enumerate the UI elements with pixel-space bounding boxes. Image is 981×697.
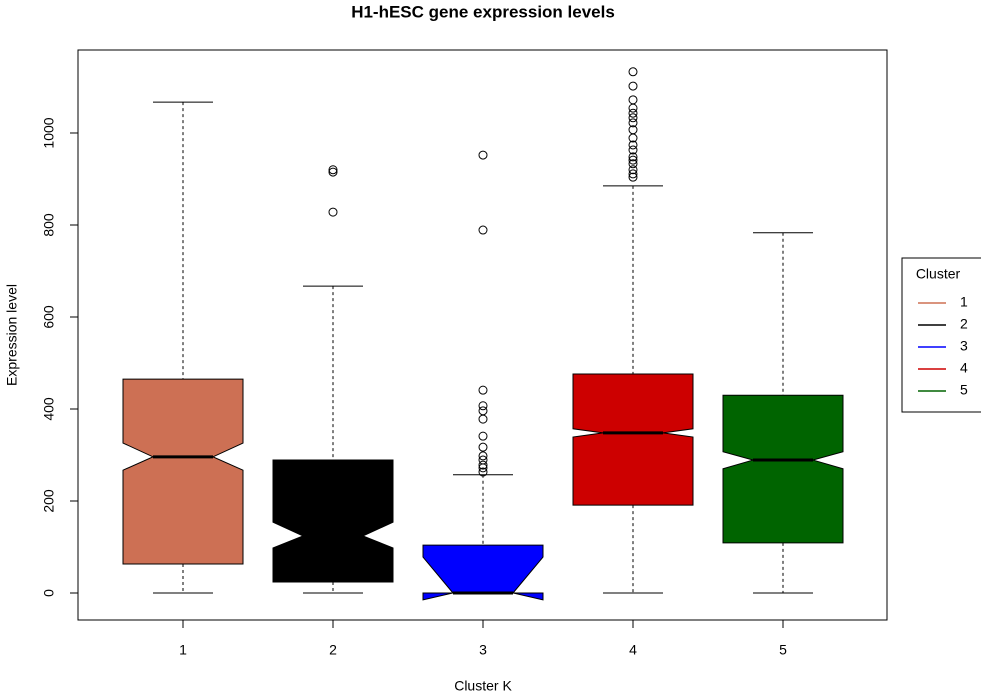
outlier: [478, 225, 488, 235]
outlier: [628, 118, 638, 128]
outlier: [478, 431, 488, 441]
outlier: [628, 169, 638, 179]
outlier: [628, 140, 638, 150]
x-tick-label: 5: [779, 642, 787, 658]
legend-label: 4: [960, 360, 968, 376]
outlier: [628, 103, 638, 113]
box: [572, 373, 694, 506]
outlier: [628, 67, 638, 77]
outlier: [628, 155, 638, 165]
outlier: [478, 385, 488, 395]
box: [122, 378, 244, 565]
outlier: [478, 467, 488, 477]
outlier: [478, 451, 488, 461]
y-axis-label: Expression level: [4, 284, 20, 386]
outlier: [628, 133, 638, 143]
outlier: [628, 113, 638, 123]
outlier: [478, 463, 488, 473]
x-tick-label: 2: [329, 642, 337, 658]
x-tick-label: 4: [629, 642, 637, 658]
outlier: [628, 108, 638, 118]
outlier: [478, 460, 488, 470]
y-tick-label: 1000: [41, 117, 57, 148]
y-tick-label: 0: [41, 589, 57, 597]
outlier: [328, 165, 338, 175]
outlier: [328, 167, 338, 177]
outlier: [628, 165, 638, 175]
legend-label: 5: [960, 382, 968, 398]
outlier: [628, 159, 638, 169]
x-tick-label: 1: [179, 642, 187, 658]
legend-label: 3: [960, 338, 968, 354]
x-axis-label: Cluster K: [454, 678, 512, 694]
outlier: [478, 414, 488, 424]
y-tick-label: 200: [41, 489, 57, 513]
legend-box: [901, 257, 981, 413]
outlier: [628, 172, 638, 182]
legend-label: 1: [960, 294, 968, 310]
chart-title: H1-hESC gene expression levels: [351, 2, 615, 21]
box: [422, 544, 544, 601]
box: [722, 394, 844, 544]
outlier: [628, 152, 638, 162]
y-tick-label: 400: [41, 397, 57, 421]
outlier: [328, 207, 338, 217]
y-tick-label: 800: [41, 213, 57, 237]
outlier: [478, 150, 488, 160]
legend-label: 2: [960, 316, 968, 332]
x-tick-label: 3: [479, 642, 487, 658]
y-tick-label: 600: [41, 305, 57, 329]
outlier: [628, 81, 638, 91]
outlier: [628, 145, 638, 155]
outlier: [478, 401, 488, 411]
legend-title: Cluster: [916, 266, 961, 282]
box: [272, 459, 394, 583]
outlier: [478, 442, 488, 452]
